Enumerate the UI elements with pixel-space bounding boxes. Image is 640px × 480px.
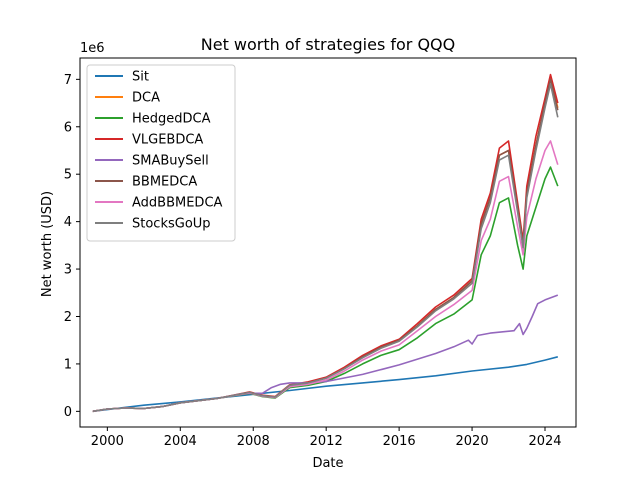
legend-box	[86, 64, 236, 242]
legend-label: VLGEBDCA	[132, 133, 203, 148]
y-axis-label: Net worth (USD)	[40, 191, 55, 297]
x-axis-label: Date	[312, 456, 343, 471]
x-tick-label: 2000	[91, 434, 124, 449]
y-tick-label: 6	[64, 120, 72, 135]
y-offset-label: 1e6	[80, 41, 105, 56]
legend-label: SMABuySell	[132, 154, 209, 169]
chart-title: Net worth of strategies for QQQ	[201, 35, 455, 54]
axes-frame	[79, 57, 577, 428]
legend-label: StocksGoUp	[132, 217, 211, 232]
x-tick-label: 2004	[164, 434, 197, 449]
legend: Sit DCA HedgedDCA VLGEBDCA SMABuySell BBMEDCA…	[86, 64, 236, 242]
x-axis-ticks: 2000 2004 2008 2012 2016 2020 2024	[91, 427, 562, 449]
y-tick-label: 4	[64, 215, 72, 230]
y-tick-label: 3	[64, 263, 72, 278]
y-tick-label: 1	[64, 357, 72, 372]
y-tick-label: 7	[64, 73, 72, 88]
legend-label: HedgedDCA	[132, 112, 211, 127]
y-tick-label: 2	[64, 310, 72, 325]
legend-label: Sit	[132, 70, 149, 85]
y-tick-label: 0	[64, 405, 72, 420]
series-line-stocksgoup	[92, 83, 559, 413]
y-axis-ticks: 0 1 2 3 4 5 6 7	[64, 73, 80, 420]
y-tick-label: 5	[64, 168, 72, 183]
x-tick-label: 2024	[528, 434, 561, 449]
legend-label: BBMEDCA	[132, 175, 197, 190]
plot-lines	[92, 73, 559, 413]
x-tick-label: 2008	[237, 434, 270, 449]
legend-label: AddBBMEDCA	[132, 196, 223, 211]
x-tick-label: 2016	[383, 434, 416, 449]
legend-label: DCA	[132, 91, 160, 106]
x-tick-label: 2020	[456, 434, 489, 449]
x-tick-label: 2012	[310, 434, 343, 449]
